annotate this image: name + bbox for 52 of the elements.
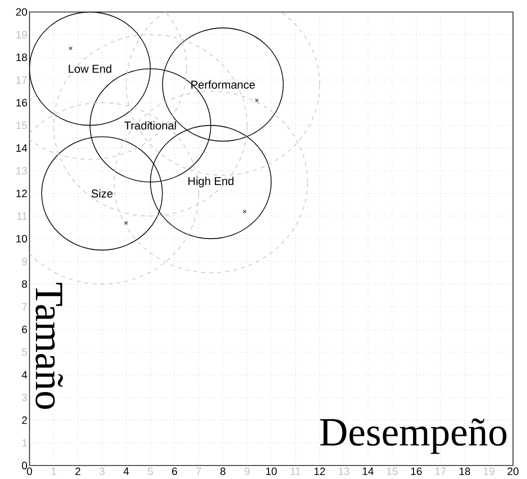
x-tick-label: 19 [484,468,494,476]
x-tick-label: 1 [52,468,56,475]
x-tick-label: 15 [387,468,398,475]
x-tick-label: 8 [220,468,226,476]
x-tick-label: 3 [99,468,105,476]
y-tick-label: 19 [16,30,27,38]
x-tick-label: 16 [411,468,422,476]
y-tick-label: 6 [22,326,27,334]
point [124,221,128,225]
x-axis-title: Desempeño [320,418,506,454]
y-tick-label: 9 [22,258,27,266]
y-tick-label: 2 [22,416,27,424]
y-tick-label: 0 [22,462,28,470]
y-tick-label: 15 [16,122,28,130]
y-tick-label: 4 [22,371,28,378]
y-tick-label: 3 [22,394,27,402]
x-tick-label: 4 [123,468,129,475]
x-tick-label: 14 [362,468,374,475]
y-tick-label: 17 [16,76,27,84]
x-tick-label: 9 [244,468,250,476]
y-tick-label: 20 [16,8,28,16]
point [68,46,72,50]
y-tick-label: 14 [16,144,28,152]
x-tick-label: 13 [338,468,350,476]
annotation: Performance [191,80,255,89]
x-tick-label: 12 [314,468,325,475]
y-tick-label: 11 [17,212,27,220]
annotation: Size [92,189,113,198]
point [254,98,259,102]
x-tick-label: 6 [172,468,178,476]
point [242,210,246,214]
y-tick-label: 12 [16,190,27,198]
x-tick-label: 20 [508,468,519,476]
y-tick-label: 10 [16,234,28,243]
y-tick-label: 1 [22,439,27,446]
x-tick-label: 10 [266,468,277,476]
y-tick-label: 13 [16,166,27,174]
y-tick-label: 18 [16,54,27,62]
annotation: Low End [68,64,112,73]
x-tick-label: 17 [435,468,446,475]
y-tick-label: 8 [22,280,27,288]
x-tick-label: 7 [196,468,202,475]
x-tick-label: 18 [460,468,470,476]
y-axis-title: Tamaño [36,282,63,409]
y-tick-label: 7 [22,303,27,310]
x-tick-label: 5 [148,468,153,475]
annotation: Traditional [124,121,176,130]
x-tick-label: 11 [290,468,300,475]
y-tick-label: 5 [22,348,28,356]
x-tick-label: 2 [75,468,80,475]
y-tick-label: 16 [16,98,27,106]
annotation: High End [188,176,234,188]
